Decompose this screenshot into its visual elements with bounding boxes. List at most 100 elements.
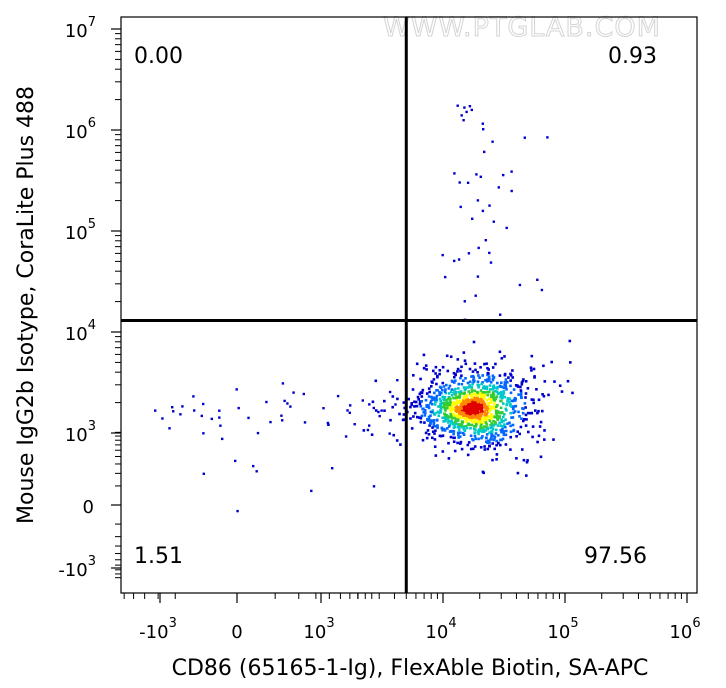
event-dot bbox=[472, 447, 475, 451]
event-dot bbox=[292, 391, 295, 394]
event-dot bbox=[479, 425, 482, 428]
event-dot bbox=[425, 392, 429, 395]
event-dot bbox=[503, 413, 506, 416]
event-dot bbox=[478, 399, 481, 403]
event-dot bbox=[471, 217, 474, 220]
event-dot bbox=[480, 412, 484, 416]
event-dot bbox=[476, 199, 480, 202]
event-dot bbox=[495, 413, 499, 417]
event-dot bbox=[374, 409, 378, 412]
event-dot bbox=[269, 420, 272, 424]
event-dot bbox=[525, 418, 528, 421]
event-dot bbox=[524, 392, 528, 395]
event-dot bbox=[439, 403, 442, 406]
x-tick-label: 103 bbox=[303, 616, 334, 643]
event-dot bbox=[493, 389, 497, 393]
event-dot bbox=[432, 421, 436, 425]
event-dot bbox=[449, 412, 452, 416]
event-dot bbox=[472, 420, 476, 424]
event-dot bbox=[450, 388, 454, 391]
event-dot bbox=[449, 390, 453, 393]
quadrant-upper-right-percent: 0.93 bbox=[608, 44, 657, 69]
event-dot bbox=[500, 430, 503, 434]
event-dot bbox=[460, 407, 463, 410]
event-dot bbox=[452, 371, 456, 375]
event-dot bbox=[530, 398, 534, 401]
event-dot bbox=[378, 414, 381, 418]
event-dot bbox=[494, 386, 497, 390]
event-dot bbox=[500, 411, 504, 414]
event-dot bbox=[495, 390, 499, 393]
event-dot bbox=[462, 392, 466, 396]
event-dot bbox=[547, 393, 550, 397]
event-dot bbox=[454, 419, 458, 423]
event-dot bbox=[439, 399, 442, 403]
event-dot bbox=[495, 412, 499, 416]
event-dot bbox=[427, 415, 431, 419]
event-dot bbox=[497, 434, 500, 437]
event-dot bbox=[509, 411, 512, 415]
event-dot bbox=[368, 403, 371, 406]
event-dot bbox=[491, 434, 495, 438]
event-dot bbox=[499, 443, 502, 447]
event-dot bbox=[475, 390, 479, 394]
plot-frame bbox=[120, 16, 698, 594]
event-dot bbox=[506, 422, 509, 425]
y-tick-label: -103 bbox=[58, 554, 96, 581]
event-dot bbox=[447, 421, 450, 424]
event-dot bbox=[469, 418, 472, 422]
event-dot bbox=[456, 409, 460, 413]
event-dot bbox=[471, 420, 474, 423]
event-dot bbox=[422, 353, 426, 357]
event-dot bbox=[492, 220, 495, 223]
event-dot bbox=[402, 413, 406, 416]
x-tick-label: 0 bbox=[231, 622, 242, 643]
event-dot bbox=[346, 409, 349, 412]
event-dot bbox=[468, 402, 472, 405]
event-dot bbox=[438, 397, 442, 401]
event-dot bbox=[482, 428, 485, 431]
event-dot bbox=[389, 418, 392, 422]
event-dot bbox=[486, 427, 490, 431]
event-dot bbox=[491, 427, 495, 431]
event-dot bbox=[469, 434, 473, 438]
event-dot bbox=[553, 380, 556, 383]
event-dot bbox=[454, 379, 457, 382]
x-tick-label: 104 bbox=[425, 616, 456, 643]
event-dot bbox=[496, 410, 500, 413]
event-dot bbox=[441, 388, 444, 392]
event-dot bbox=[460, 401, 463, 405]
event-dot bbox=[519, 425, 523, 429]
event-dot bbox=[498, 421, 501, 425]
event-dot bbox=[484, 425, 488, 429]
event-dot bbox=[498, 384, 502, 388]
event-dot bbox=[503, 383, 506, 387]
event-dot bbox=[489, 388, 492, 391]
event-dot bbox=[435, 418, 439, 422]
event-dot bbox=[443, 429, 447, 432]
event-dot bbox=[473, 362, 477, 365]
event-dot bbox=[372, 406, 375, 410]
event-dot bbox=[281, 382, 285, 385]
event-dot bbox=[371, 400, 375, 404]
event-dot bbox=[468, 367, 472, 371]
event-dot bbox=[490, 407, 493, 411]
event-dot bbox=[471, 438, 474, 441]
event-dot bbox=[503, 372, 507, 376]
event-dot bbox=[492, 424, 496, 427]
event-dot bbox=[383, 399, 386, 403]
event-dot bbox=[460, 447, 464, 451]
event-dot bbox=[511, 369, 514, 372]
event-dot bbox=[441, 253, 444, 257]
event-dot bbox=[403, 418, 406, 421]
event-dot bbox=[481, 391, 484, 394]
event-dot bbox=[483, 418, 487, 422]
event-dot bbox=[468, 400, 472, 403]
event-dot bbox=[481, 435, 484, 438]
event-dot bbox=[427, 417, 431, 420]
event-dot bbox=[428, 390, 431, 394]
event-dot bbox=[513, 410, 517, 413]
event-dot bbox=[348, 411, 351, 414]
event-dot bbox=[467, 390, 470, 393]
event-dot bbox=[500, 357, 504, 360]
